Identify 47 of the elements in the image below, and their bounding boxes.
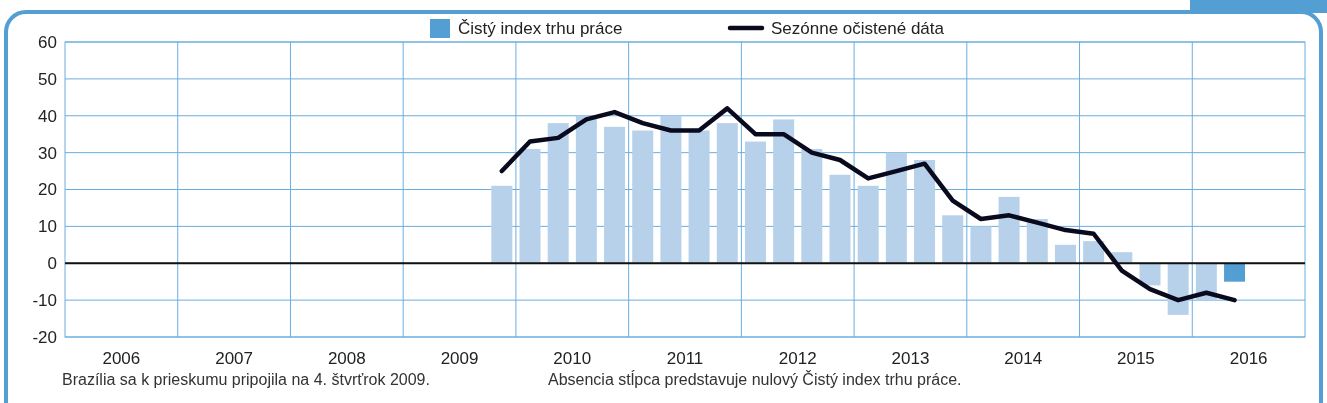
x-tick-label: 2010 — [553, 348, 592, 368]
y-tick-label: 30 — [38, 143, 57, 163]
x-tick-label: 2009 — [440, 348, 479, 368]
text: Absencia stĺpca predstavuje nulový Čistý index trhu práce. — [548, 370, 962, 388]
y-tick-label: 50 — [38, 69, 57, 89]
line-series — [499, 106, 1237, 303]
bar — [857, 185, 879, 264]
legend-label: Čistý index trhu práce — [458, 18, 623, 38]
bar — [716, 123, 738, 264]
x-tick-label: 2007 — [215, 348, 253, 368]
legend-label: Sezónne očistené dáta — [771, 18, 945, 38]
bar — [519, 148, 541, 264]
y-tick-label: 0 — [47, 254, 57, 274]
bar — [575, 115, 597, 264]
bar — [801, 148, 823, 264]
y-tick-label: 40 — [38, 106, 57, 126]
x-tick-label: 2006 — [102, 348, 141, 368]
x-tick-label: 2014 — [1004, 348, 1043, 368]
x-tick-label: 2012 — [778, 348, 817, 368]
bar — [998, 196, 1020, 264]
bar — [914, 160, 936, 264]
bar — [885, 152, 907, 264]
bar — [547, 123, 569, 264]
bar — [1139, 263, 1161, 286]
y-tick-label: -10 — [32, 291, 57, 311]
bar — [1054, 244, 1076, 264]
bar — [829, 174, 851, 264]
bar — [604, 126, 626, 264]
bar — [773, 119, 795, 264]
y-tick-label: 10 — [38, 217, 57, 237]
bar — [491, 185, 513, 264]
bar — [942, 215, 964, 264]
x-tick-label: 2013 — [891, 348, 930, 368]
x-tick-label: 2016 — [1229, 348, 1268, 368]
y-tick-label: -20 — [32, 327, 57, 347]
x-tick-label: 2008 — [327, 348, 366, 368]
bar — [632, 130, 654, 264]
bar — [744, 141, 766, 264]
bar — [970, 226, 992, 264]
bar — [660, 115, 682, 264]
bar — [1224, 263, 1246, 282]
y-tick-label: 20 — [38, 180, 57, 200]
x-tick-label: 2011 — [666, 348, 704, 368]
x-tick-label: 2015 — [1116, 348, 1155, 368]
text: Brazília sa k prieskumu pripojila na 4. štvrťrok 2009. — [62, 371, 430, 388]
bar — [688, 130, 710, 264]
y-tick-label: 60 — [38, 32, 57, 52]
